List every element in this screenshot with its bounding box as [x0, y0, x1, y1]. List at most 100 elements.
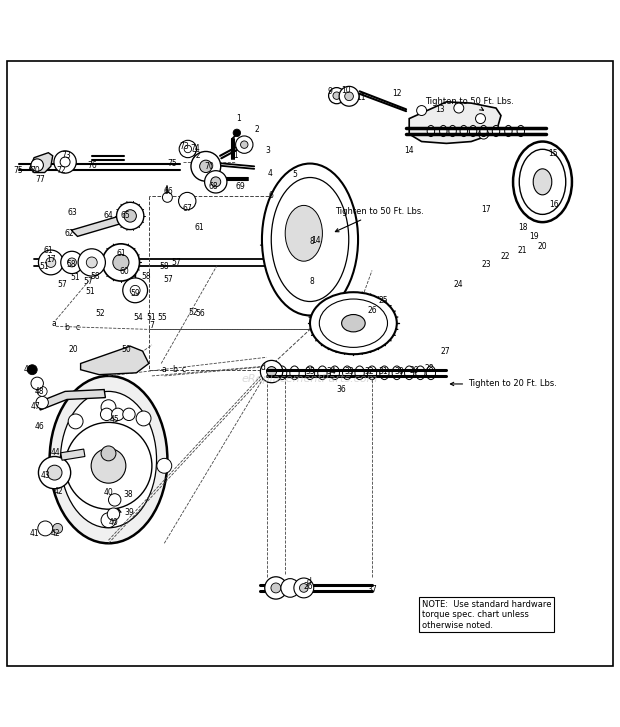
- Text: 31: 31: [378, 367, 388, 376]
- Text: 44: 44: [51, 449, 61, 457]
- Ellipse shape: [355, 366, 365, 379]
- Ellipse shape: [262, 164, 358, 316]
- Text: 54: 54: [133, 313, 143, 322]
- Text: 34: 34: [327, 367, 337, 376]
- Circle shape: [265, 577, 287, 599]
- Ellipse shape: [342, 315, 365, 332]
- Circle shape: [51, 458, 66, 473]
- Circle shape: [37, 387, 47, 396]
- Circle shape: [179, 140, 197, 158]
- Circle shape: [38, 457, 71, 489]
- Text: 12: 12: [392, 89, 402, 98]
- Circle shape: [78, 249, 105, 276]
- Text: 8: 8: [309, 276, 314, 286]
- Text: 56: 56: [195, 310, 205, 318]
- Ellipse shape: [416, 366, 425, 379]
- Circle shape: [47, 465, 62, 480]
- Text: 52: 52: [188, 308, 198, 316]
- Text: 13: 13: [435, 105, 445, 114]
- Text: 75: 75: [14, 166, 24, 174]
- Text: 5: 5: [292, 170, 297, 179]
- Text: 68: 68: [208, 182, 218, 190]
- Text: 40: 40: [108, 518, 118, 527]
- Ellipse shape: [367, 366, 377, 379]
- Circle shape: [60, 157, 70, 167]
- Circle shape: [91, 449, 126, 483]
- Text: 26: 26: [367, 306, 377, 316]
- Text: 76: 76: [87, 161, 97, 169]
- Circle shape: [123, 408, 135, 420]
- Ellipse shape: [392, 366, 402, 379]
- Ellipse shape: [343, 366, 352, 379]
- Text: 65: 65: [120, 212, 130, 220]
- Circle shape: [267, 366, 277, 377]
- Text: 33: 33: [344, 367, 354, 376]
- Text: 47: 47: [30, 403, 40, 411]
- Text: 22: 22: [500, 252, 510, 262]
- Ellipse shape: [310, 292, 397, 354]
- Text: Tighten to 50 Ft. Lbs.: Tighten to 50 Ft. Lbs.: [335, 207, 423, 232]
- Circle shape: [27, 365, 37, 374]
- Text: c: c: [76, 323, 79, 332]
- Text: 23: 23: [482, 260, 492, 269]
- Text: 43: 43: [40, 470, 50, 480]
- Text: 4: 4: [267, 169, 272, 178]
- Text: 38: 38: [123, 490, 133, 499]
- Circle shape: [211, 177, 221, 187]
- Ellipse shape: [513, 142, 572, 222]
- Circle shape: [36, 396, 48, 409]
- Text: 10: 10: [341, 87, 351, 95]
- Text: 19: 19: [529, 232, 539, 241]
- Text: 63: 63: [68, 209, 78, 217]
- Text: 6: 6: [268, 191, 273, 200]
- Text: 26: 26: [304, 582, 314, 591]
- Text: 7: 7: [149, 321, 154, 330]
- Text: 61: 61: [195, 222, 205, 232]
- Text: 48: 48: [35, 387, 45, 396]
- Text: 51: 51: [40, 262, 50, 271]
- Text: b: b: [64, 323, 69, 332]
- Text: 51: 51: [85, 287, 95, 296]
- Text: 64: 64: [104, 212, 113, 220]
- Circle shape: [281, 579, 299, 598]
- Text: 21: 21: [518, 246, 528, 254]
- Text: 45: 45: [110, 415, 120, 425]
- Polygon shape: [81, 346, 149, 374]
- Circle shape: [476, 113, 485, 124]
- Text: eReplacementParts.com: eReplacementParts.com: [242, 374, 378, 384]
- Text: 18: 18: [518, 222, 528, 232]
- Text: 35: 35: [305, 367, 315, 376]
- Circle shape: [102, 244, 140, 281]
- Circle shape: [107, 508, 120, 521]
- Text: 17: 17: [46, 255, 56, 265]
- Text: b: b: [172, 365, 177, 374]
- Ellipse shape: [278, 366, 286, 379]
- Circle shape: [136, 411, 151, 426]
- Text: 17: 17: [481, 205, 491, 214]
- Text: 70: 70: [205, 162, 215, 171]
- Text: 15: 15: [548, 150, 558, 158]
- Circle shape: [184, 145, 192, 153]
- Text: 58: 58: [66, 260, 76, 269]
- Circle shape: [179, 193, 196, 210]
- Circle shape: [329, 87, 345, 104]
- Text: 70: 70: [30, 166, 40, 174]
- Text: 55: 55: [157, 313, 167, 322]
- Circle shape: [68, 414, 83, 429]
- Ellipse shape: [449, 126, 456, 137]
- Circle shape: [38, 521, 53, 536]
- Text: 9: 9: [327, 87, 332, 96]
- Circle shape: [65, 422, 152, 509]
- Ellipse shape: [460, 126, 467, 137]
- Circle shape: [454, 103, 464, 113]
- Text: 14: 14: [311, 236, 321, 244]
- Polygon shape: [71, 214, 130, 236]
- Circle shape: [112, 408, 124, 420]
- Circle shape: [117, 202, 144, 230]
- Polygon shape: [30, 153, 53, 172]
- Circle shape: [101, 446, 116, 461]
- Ellipse shape: [469, 126, 477, 137]
- Circle shape: [260, 361, 283, 382]
- Text: 25: 25: [378, 296, 388, 305]
- Text: 2: 2: [255, 124, 260, 134]
